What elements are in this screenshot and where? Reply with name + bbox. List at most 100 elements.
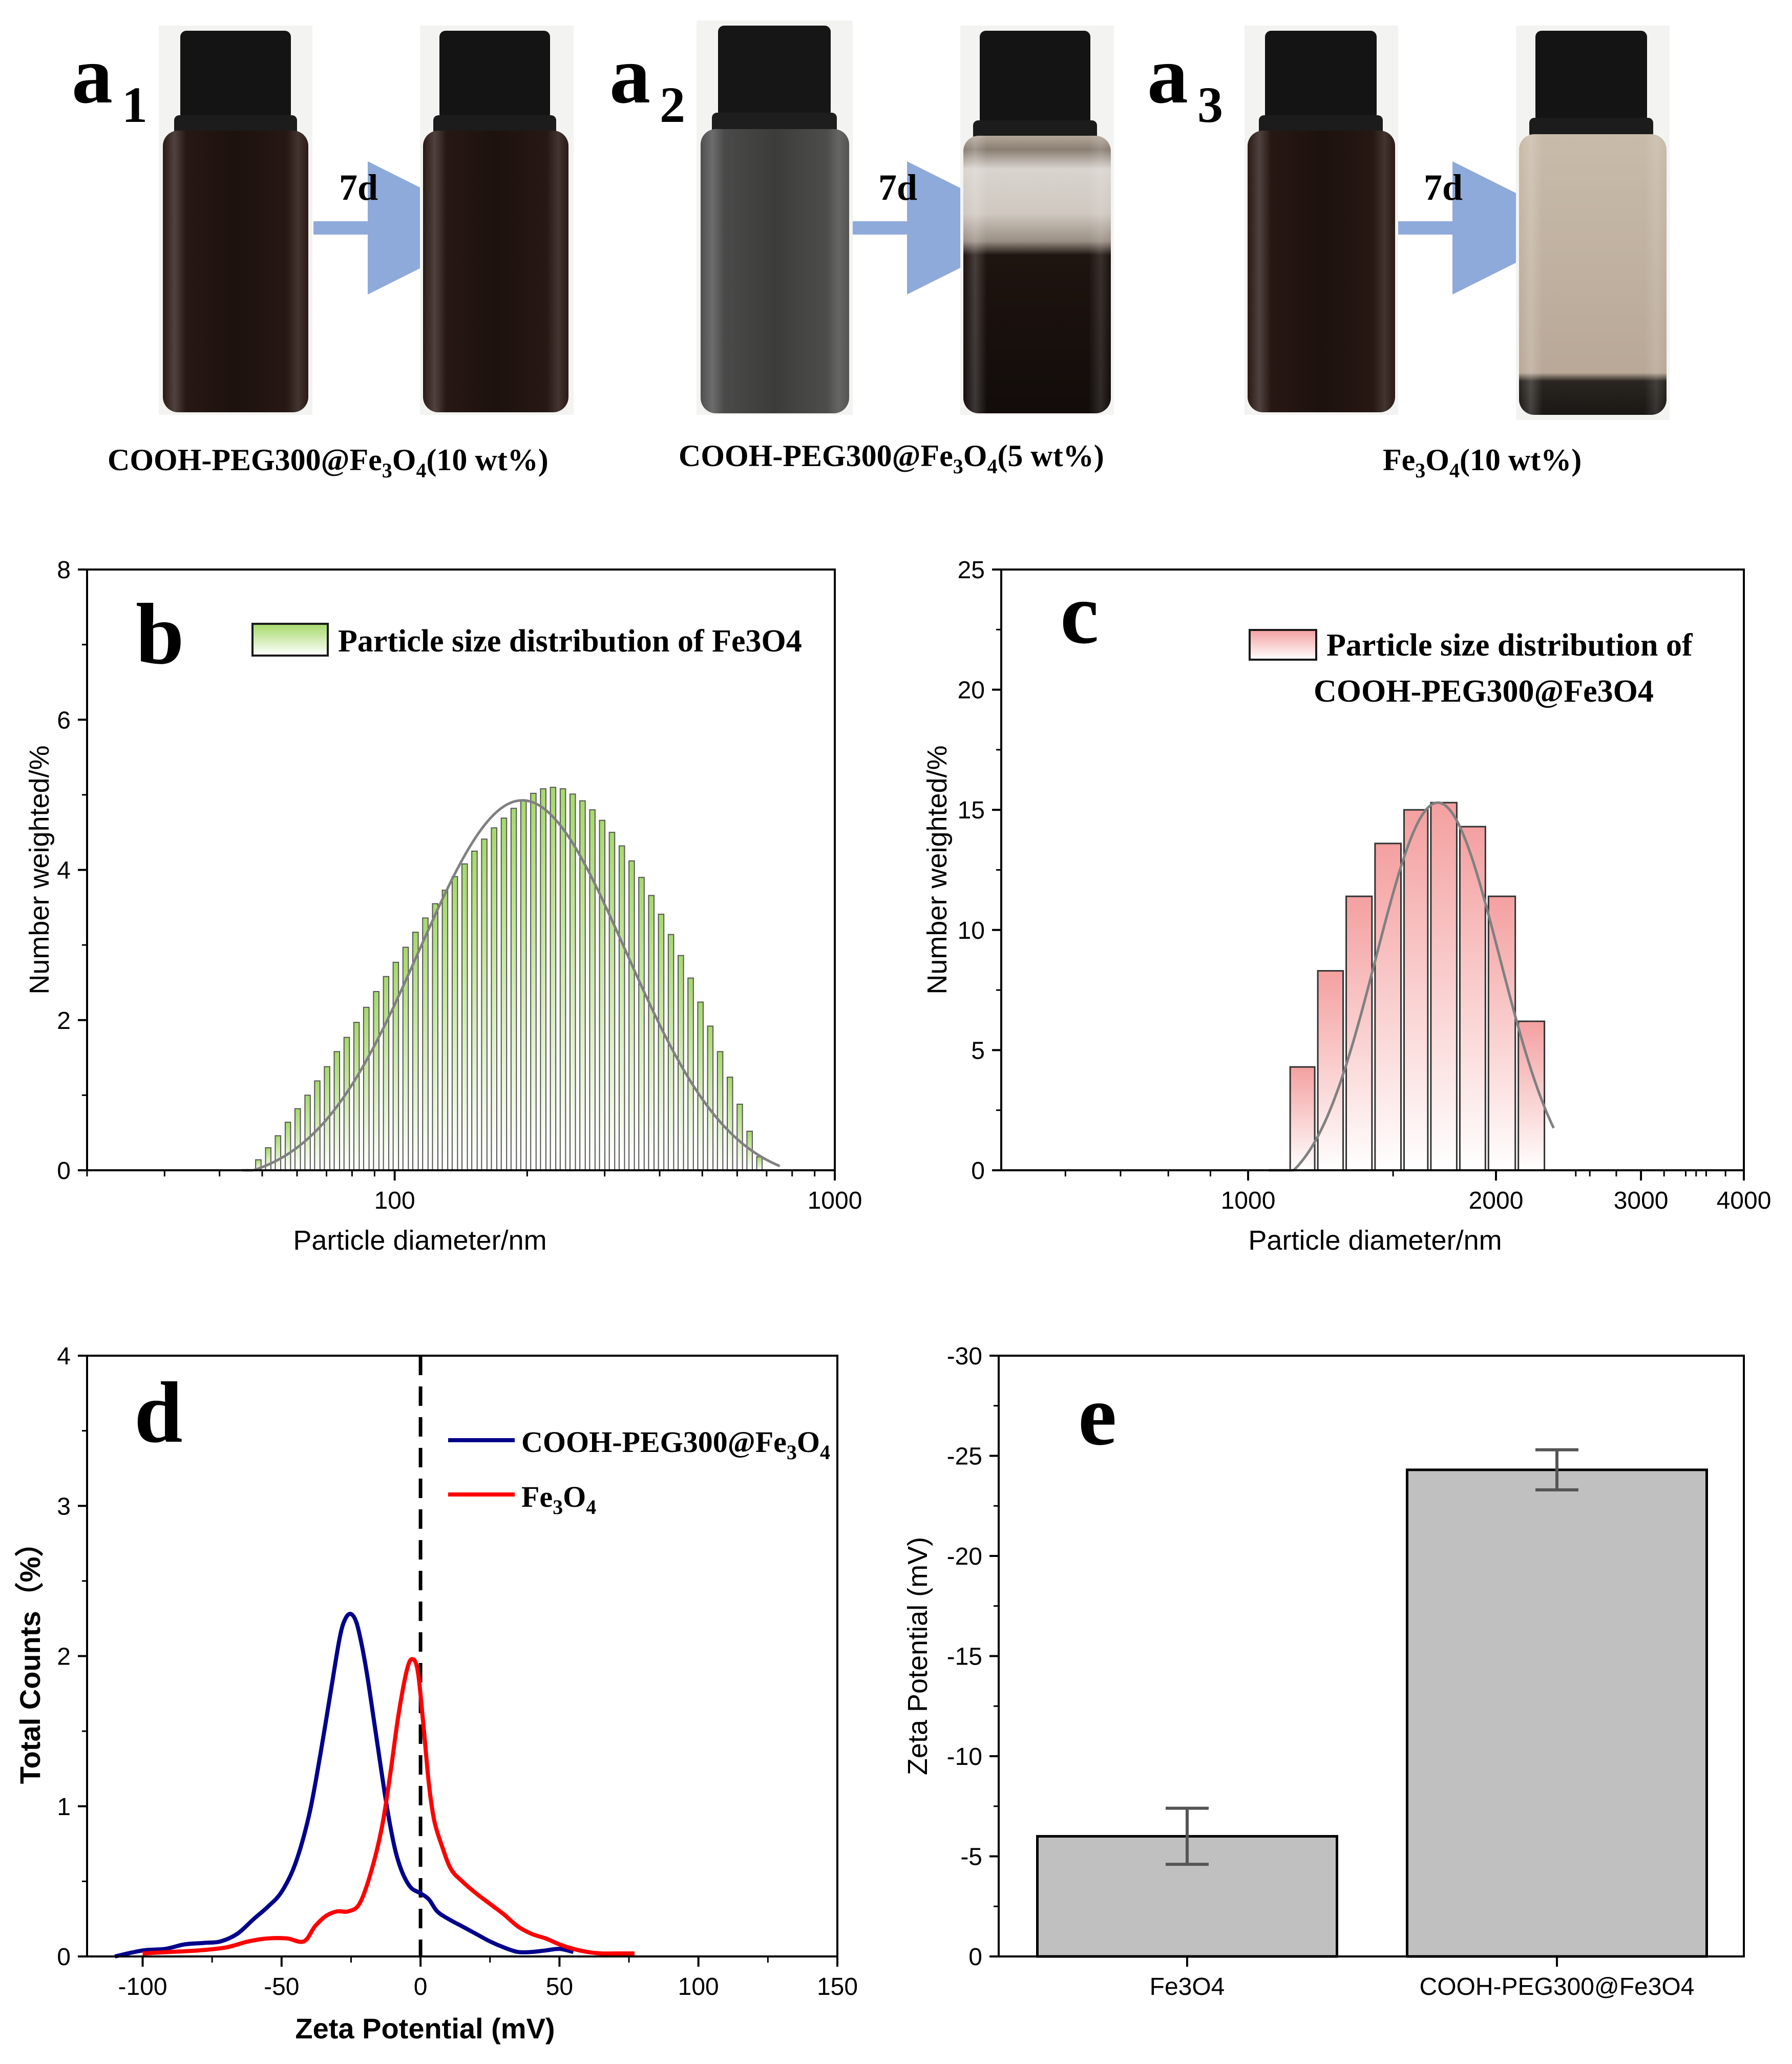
panel-a1-subscript: 1 bbox=[122, 76, 147, 133]
bar-b-31 bbox=[559, 788, 566, 1171]
bar-b-2 bbox=[275, 1135, 282, 1171]
bar-b-29 bbox=[540, 788, 546, 1171]
panel-a2: a 2 7d COOH-PEG300@Fe3O4(5 wt%) bbox=[609, 20, 1114, 478]
chart-d: d 0 1 2 3 4 -100 -50 0 50 100 150 Zeta Potential (m… bbox=[14, 1343, 858, 2045]
xtick-label-d-4: 100 bbox=[678, 1973, 719, 2000]
panel-b-letter: b bbox=[136, 586, 184, 682]
panel-a3-letter: a bbox=[1147, 29, 1188, 120]
xtick-label-d-5: 150 bbox=[817, 1973, 858, 2000]
xlabel-c: Particle diameter/nm bbox=[1248, 1225, 1502, 1256]
ytick-label-d-0: 0 bbox=[57, 1944, 71, 1971]
vial-a1-after bbox=[420, 26, 574, 415]
bar-b-35 bbox=[599, 819, 606, 1171]
bar-b-27 bbox=[520, 799, 527, 1171]
arrow-a2-label: 7d bbox=[878, 167, 917, 208]
vial-a2-before bbox=[697, 20, 853, 415]
ytick-label-d-4: 4 bbox=[57, 1343, 71, 1370]
xtick-label-c-3: 4000 bbox=[1717, 1187, 1772, 1214]
panel-a3-subscript: 3 bbox=[1197, 76, 1223, 133]
xtick-label-c-1: 2000 bbox=[1469, 1187, 1524, 1214]
legend-b-swatch bbox=[251, 623, 329, 657]
xtick-label-d-3: 50 bbox=[546, 1973, 573, 2000]
vial-a3-before bbox=[1245, 26, 1398, 415]
bar-b-47 bbox=[716, 1051, 724, 1171]
ytick-label-e-5: -25 bbox=[947, 1443, 982, 1470]
ylabel-c: Number weighted/% bbox=[922, 745, 953, 994]
ytick-label-c-4: 20 bbox=[958, 677, 985, 704]
legend-d-red-label: Fe3O4 bbox=[521, 1480, 596, 1519]
bar-b-38 bbox=[628, 860, 635, 1171]
bar-b-23 bbox=[481, 838, 488, 1171]
bar-b-30 bbox=[550, 787, 557, 1171]
panel-d-letter: d bbox=[134, 1364, 183, 1461]
bar-b-24 bbox=[491, 827, 498, 1171]
xtick-label-c-2: 3000 bbox=[1614, 1187, 1669, 1214]
ytick-label-c-2: 10 bbox=[958, 917, 985, 944]
bar-b-4 bbox=[294, 1108, 301, 1171]
ylabel-b: Number weighted/% bbox=[24, 745, 55, 994]
ytick-label-b-0: 0 bbox=[57, 1157, 71, 1185]
vial-a3-after bbox=[1516, 26, 1670, 420]
bar-b-1 bbox=[265, 1147, 271, 1171]
xtick-label-c-0: 1000 bbox=[1221, 1187, 1276, 1214]
xlabel-b: Particle diameter/nm bbox=[293, 1225, 546, 1256]
ytick-label-e-2: -10 bbox=[947, 1743, 982, 1771]
bar-c-2 bbox=[1345, 895, 1373, 1171]
panel-a-vials: a 1 7d COOH-PEG300@Fe3O4(10 wt%) a bbox=[72, 20, 1670, 482]
ytick-label-e-4: -20 bbox=[947, 1543, 982, 1570]
vial-a2-after bbox=[960, 26, 1114, 415]
series-line-d-1 bbox=[142, 1657, 635, 1956]
bar-e-1 bbox=[1406, 1468, 1708, 1958]
bar-b-51 bbox=[756, 1156, 763, 1171]
ylabel-d: Total Counts（%） bbox=[14, 1528, 46, 1784]
bar-b-36 bbox=[608, 832, 616, 1171]
legend-c-line1: Particle size distribution of bbox=[1326, 628, 1693, 663]
ylabel-e: Zeta Potential (mV) bbox=[902, 1537, 933, 1775]
ytick-label-b-1: 2 bbox=[57, 1007, 71, 1035]
ytick-label-d-1: 1 bbox=[57, 1794, 71, 1821]
bar-b-41 bbox=[658, 914, 665, 1171]
bar-b-20 bbox=[451, 876, 458, 1171]
bar-b-9 bbox=[343, 1037, 350, 1171]
bar-b-13 bbox=[383, 976, 390, 1171]
bar-b-14 bbox=[392, 961, 399, 1171]
ytick-label-c-1: 5 bbox=[971, 1037, 985, 1064]
bar-c-4 bbox=[1403, 809, 1429, 1171]
legend-c-swatch bbox=[1249, 629, 1317, 661]
bar-b-44 bbox=[687, 977, 694, 1171]
bar-b-12 bbox=[373, 991, 380, 1171]
bar-b-25 bbox=[500, 817, 508, 1171]
bar-c-7 bbox=[1487, 895, 1516, 1171]
bar-b-3 bbox=[284, 1122, 291, 1171]
ytick-label-e-6: -30 bbox=[947, 1343, 982, 1370]
xtick-label-d-0: -100 bbox=[118, 1973, 167, 2000]
xlabel-d: Zeta Potential (mV) bbox=[295, 2012, 555, 2045]
ytick-label-e-1: -5 bbox=[960, 1844, 982, 1871]
panel-e-letter: e bbox=[1078, 1367, 1116, 1463]
bar-c-6 bbox=[1459, 826, 1486, 1171]
bar-b-6 bbox=[314, 1080, 321, 1171]
bar-b-37 bbox=[618, 845, 625, 1171]
bar-b-40 bbox=[648, 895, 655, 1171]
ytick-label-c-3: 15 bbox=[958, 797, 985, 824]
ytick-label-e-3: -15 bbox=[947, 1644, 982, 1671]
legend-b-label: Particle size distribution of Fe3O4 bbox=[338, 624, 802, 659]
bar-b-32 bbox=[569, 793, 576, 1171]
bar-b-18 bbox=[432, 903, 438, 1171]
xtick-label-b-1: 1000 bbox=[808, 1187, 862, 1214]
bar-b-17 bbox=[422, 917, 429, 1171]
xtick-label-e-1: COOH-PEG300@Fe3O4 bbox=[1420, 1973, 1695, 2000]
fit-curve-c bbox=[1269, 801, 1555, 1172]
panel-a2-letter: a bbox=[609, 29, 650, 120]
bar-b-5 bbox=[304, 1094, 311, 1171]
legend-c-line2: COOH-PEG300@Fe3O4 bbox=[1314, 674, 1654, 709]
caption-a2: COOH-PEG300@Fe3O4(5 wt%) bbox=[679, 439, 1104, 478]
caption-a3: Fe3O4(10 wt%) bbox=[1383, 443, 1582, 482]
bar-b-11 bbox=[363, 1006, 370, 1171]
chart-c: c 0 5 10 15 20 25 1000 2000 3000 4000 Particle dia… bbox=[922, 557, 1771, 1256]
xtick-label-d-1: -50 bbox=[264, 1973, 299, 2000]
panel-a2-subscript: 2 bbox=[660, 76, 685, 133]
caption-a1: COOH-PEG300@Fe3O4(10 wt%) bbox=[108, 443, 549, 482]
ytick-label-d-2: 2 bbox=[57, 1644, 71, 1671]
panel-a1: a 1 7d COOH-PEG300@Fe3O4(10 wt%) bbox=[72, 26, 574, 482]
